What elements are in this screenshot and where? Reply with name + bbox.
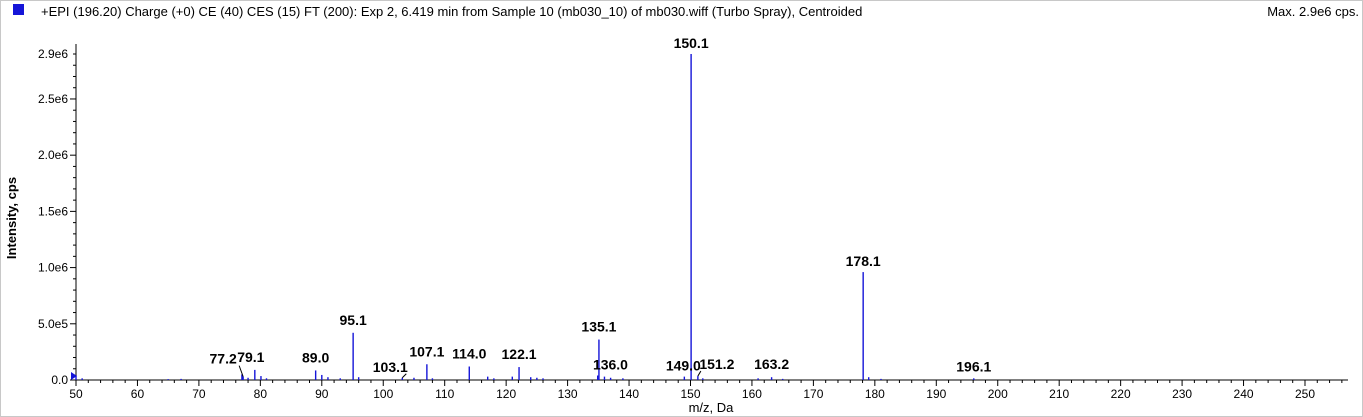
peak-label: 114.0 bbox=[452, 346, 486, 362]
annotation-leader bbox=[401, 373, 407, 379]
x-tick-label: 120 bbox=[496, 387, 516, 401]
peak-label: 149.0 bbox=[666, 358, 701, 374]
peak-label: 107.1 bbox=[409, 343, 444, 359]
peak-label: 122.1 bbox=[502, 346, 537, 362]
x-axis-label: m/z, Da bbox=[689, 400, 735, 415]
x-tick-label: 240 bbox=[1234, 387, 1254, 401]
y-tick-label: 2.9e6 bbox=[38, 47, 68, 61]
spectrum-peaks bbox=[71, 54, 975, 380]
y-tick-label: 2.5e6 bbox=[38, 92, 68, 106]
x-tick-label: 170 bbox=[803, 387, 823, 401]
x-tick-label: 210 bbox=[1049, 387, 1069, 401]
chart-title: +EPI (196.20) Charge (+0) CE (40) CES (1… bbox=[41, 4, 863, 19]
x-tick-label: 220 bbox=[1111, 387, 1131, 401]
peak-label: 178.1 bbox=[846, 253, 881, 269]
annotation-leader bbox=[697, 370, 702, 377]
x-tick-label: 200 bbox=[988, 387, 1008, 401]
origin-marker bbox=[71, 372, 77, 380]
x-tick-label: 180 bbox=[865, 387, 885, 401]
x-tick-label: 50 bbox=[69, 387, 83, 401]
annotation-leader bbox=[238, 365, 244, 377]
peak-label: 163.2 bbox=[754, 356, 789, 372]
x-tick-label: 60 bbox=[131, 387, 145, 401]
x-tick-label: 90 bbox=[315, 387, 329, 401]
y-tick-label: 2.0e6 bbox=[38, 148, 68, 162]
y-tick-label: 1.0e6 bbox=[38, 261, 68, 275]
peak-label: 196.1 bbox=[956, 358, 991, 374]
peak-label: 136.0 bbox=[593, 357, 628, 373]
peak-label: 95.1 bbox=[340, 312, 367, 328]
x-axis-ticks: 50 60 70 80 90 100 110 120 130 140 150 160 170 180 190… bbox=[69, 380, 1343, 401]
y-tick-label: 5.0e5 bbox=[38, 317, 68, 331]
peak-label: 103.1 bbox=[373, 359, 408, 375]
x-tick-label: 140 bbox=[619, 387, 639, 401]
max-intensity-label: Max. 2.9e6 cps. bbox=[1267, 4, 1359, 19]
x-tick-label: 230 bbox=[1172, 387, 1192, 401]
peak-label: 89.0 bbox=[302, 349, 329, 365]
peak-label: 77.2 bbox=[210, 351, 237, 367]
peak-label: 135.1 bbox=[581, 319, 616, 335]
x-tick-label: 80 bbox=[254, 387, 268, 401]
peak-label: 79.1 bbox=[237, 349, 264, 365]
x-tick-label: 100 bbox=[373, 387, 393, 401]
peak-label: 151.2 bbox=[699, 356, 734, 372]
y-axis-ticks: 0.0 5.0e5 1.0e6 1.5e6 2.0e6 2.5e6 2.9e6 bbox=[38, 47, 76, 387]
axes bbox=[75, 44, 1348, 381]
y-tick-label: 0.0 bbox=[51, 373, 68, 387]
chart-header: +EPI (196.20) Charge (+0) CE (40) CES (1… bbox=[0, 0, 1363, 22]
peak-label: 150.1 bbox=[674, 35, 709, 51]
y-tick-label: 1.5e6 bbox=[38, 204, 68, 218]
x-tick-label: 250 bbox=[1295, 387, 1315, 401]
x-tick-label: 190 bbox=[926, 387, 946, 401]
x-tick-label: 130 bbox=[558, 387, 578, 401]
y-axis-label: Intensity, cps bbox=[4, 177, 19, 259]
x-tick-label: 110 bbox=[435, 387, 454, 401]
series-legend-swatch[interactable] bbox=[13, 4, 24, 15]
x-tick-label: 160 bbox=[742, 387, 762, 401]
x-tick-label: 150 bbox=[680, 387, 700, 401]
x-tick-label: 70 bbox=[192, 387, 206, 401]
